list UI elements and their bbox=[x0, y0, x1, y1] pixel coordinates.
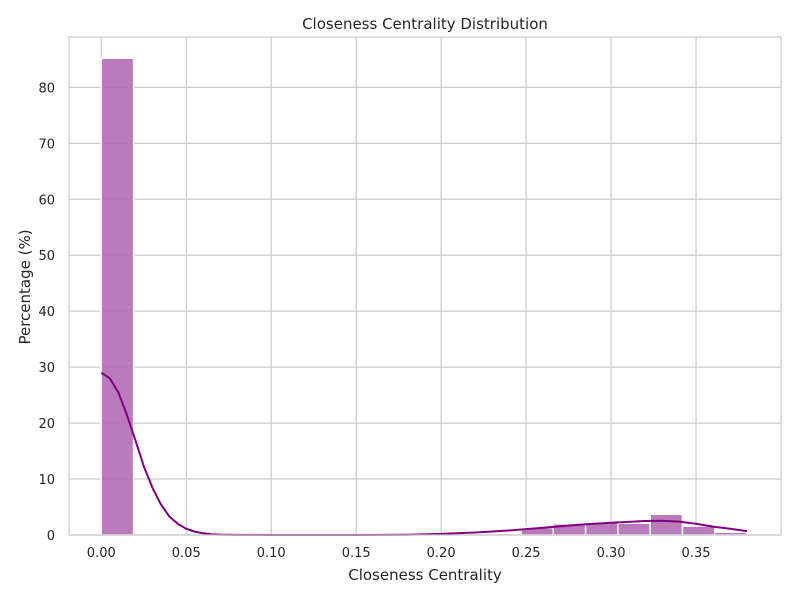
y-tick-labels: 0 10 20 30 40 50 60 70 80 bbox=[38, 81, 55, 544]
y-tick-label: 30 bbox=[38, 361, 55, 376]
histogram-bar bbox=[617, 522, 651, 536]
x-tick-label: 0.30 bbox=[597, 546, 626, 561]
x-tick-label: 0.35 bbox=[682, 546, 711, 561]
x-tick-label: 0.10 bbox=[257, 546, 286, 561]
y-tick-label: 40 bbox=[38, 305, 55, 320]
kde-line bbox=[100, 371, 748, 536]
histogram-bar bbox=[100, 57, 135, 536]
chart-title: Closeness Centrality Distribution bbox=[302, 15, 548, 33]
y-tick-label: 60 bbox=[38, 193, 55, 208]
y-tick-label: 50 bbox=[38, 249, 55, 264]
plot-frame bbox=[68, 36, 782, 536]
x-tick-labels: 0.00 0.05 0.10 0.15 0.20 0.25 0.30 0.35 bbox=[87, 546, 711, 561]
bars bbox=[100, 57, 748, 536]
x-axis-label: Closeness Centrality bbox=[348, 566, 502, 584]
y-tick-label: 20 bbox=[38, 417, 55, 432]
y-tick-label: 70 bbox=[38, 137, 55, 152]
y-tick-label: 80 bbox=[38, 81, 55, 96]
y-tick-label: 10 bbox=[38, 473, 55, 488]
histogram-bar bbox=[649, 513, 684, 536]
x-tick-label: 0.25 bbox=[512, 546, 541, 561]
x-tick-label: 0.20 bbox=[427, 546, 456, 561]
histogram-bar bbox=[681, 525, 716, 536]
x-tick-label: 0.00 bbox=[87, 546, 116, 561]
grid bbox=[69, 37, 781, 536]
y-tick-label: 0 bbox=[47, 529, 55, 544]
y-axis-label: Percentage (%) bbox=[16, 229, 34, 344]
x-tick-label: 0.05 bbox=[172, 546, 201, 561]
x-tick-label: 0.15 bbox=[342, 546, 371, 561]
